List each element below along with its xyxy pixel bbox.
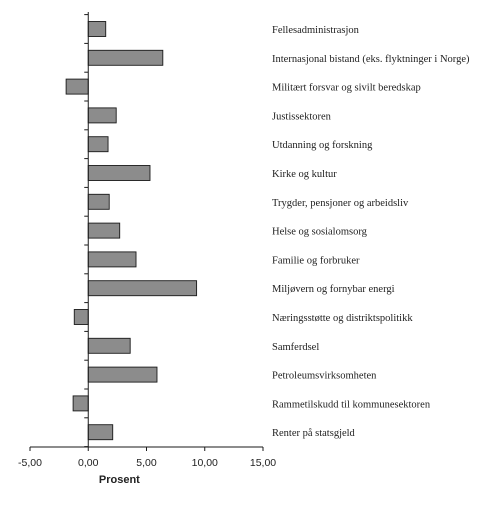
bar-5: [87, 136, 109, 153]
x-axis-title: Prosent: [99, 474, 140, 486]
category-label-2: Internasjonal bistand (eks. flyktninger …: [272, 54, 470, 65]
category-label-3: Militært forsvar og sivilt beredskap: [272, 83, 421, 94]
category-label-10: Miljøvern og fornybar energi: [272, 284, 395, 295]
x-tick-label-3: 10,00: [192, 457, 218, 469]
x-tick-label-0: -5,00: [18, 457, 42, 469]
category-label-5: Utdanning og forskning: [272, 140, 373, 151]
x-tick-label-2: 5,00: [136, 457, 157, 469]
category-label-1: Fellesadministrasjon: [272, 25, 360, 36]
bar-1: [87, 21, 107, 37]
category-label-9: Familie og forbruker: [272, 255, 360, 266]
bar-6: [87, 165, 151, 181]
bar-10: [87, 280, 198, 297]
category-labels-group: Fellesadministrasjon Internasjonal bistan…: [272, 25, 470, 439]
bar-2: [87, 49, 164, 66]
bar-4: [87, 107, 117, 124]
bar-3: [65, 78, 89, 95]
bars-group: [65, 14, 198, 448]
category-label-4: Justissektoren: [272, 111, 332, 122]
category-label-8: Helse og sosialomsorg: [272, 227, 368, 238]
category-label-15: Renter på statsgjeld: [272, 428, 356, 439]
bar-8: [87, 222, 121, 239]
bar-12: [87, 337, 131, 354]
bar-7: [87, 193, 110, 210]
bar-13: [87, 366, 158, 383]
bar-11: [73, 309, 89, 325]
bar-14: [72, 395, 89, 412]
bar-9: [87, 251, 137, 268]
bar-15: [87, 424, 114, 441]
category-label-13: Petroleumsvirksomheten: [272, 371, 377, 382]
x-ticks-group: -5,00 0,00 5,00 10,00 15,00: [18, 447, 276, 469]
x-tick-label-4: 15,00: [250, 457, 276, 469]
category-label-11: Næringsstøtte og distriktspolitikk: [272, 313, 413, 324]
category-label-6: Kirke og kultur: [272, 169, 337, 180]
category-label-12: Samferdsel: [272, 342, 319, 353]
category-label-14: Rammetilskudd til kommunesektoren: [272, 399, 431, 410]
category-label-7: Trygder, pensjoner og arbeidsliv: [272, 198, 409, 209]
x-tick-label-1: 0,00: [78, 457, 99, 469]
